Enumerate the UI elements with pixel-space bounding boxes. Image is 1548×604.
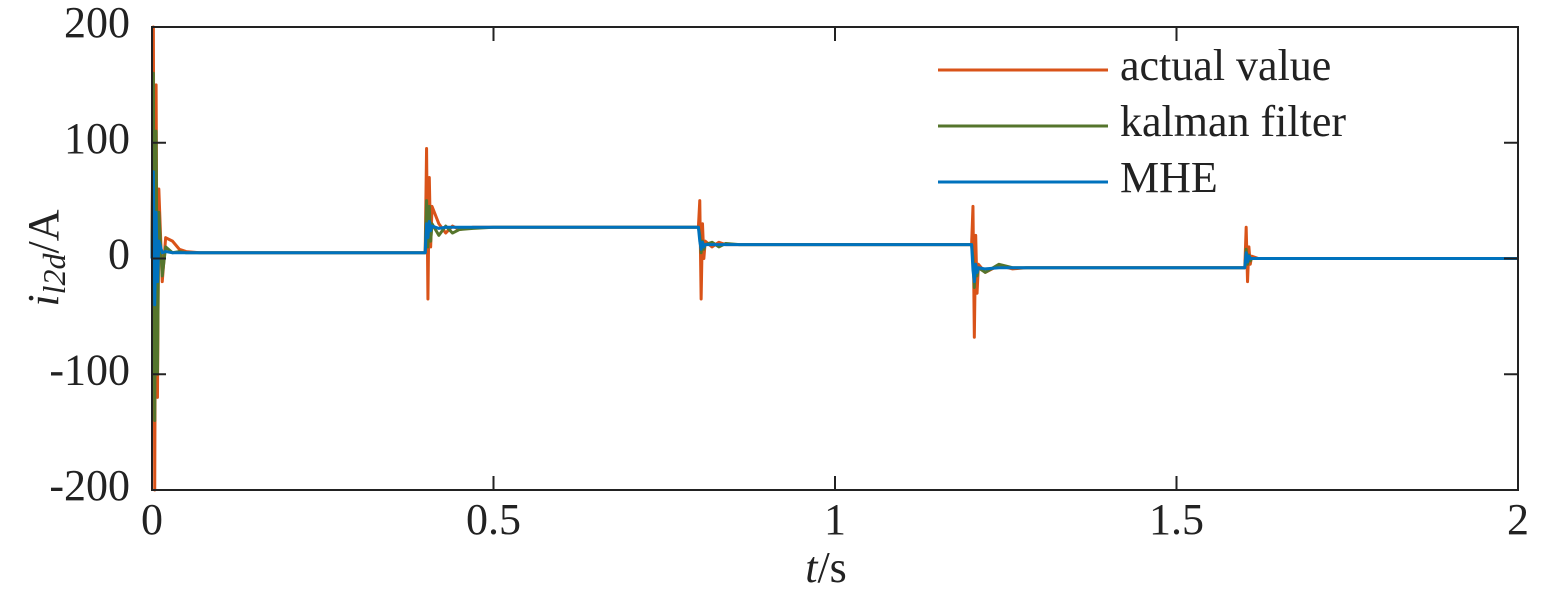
y-label-var: i [19, 294, 68, 306]
x-tick-label: 2 [1507, 495, 1529, 544]
series-line [150, 170, 1518, 307]
y-tick-label: 200 [64, 0, 130, 47]
x-tick-label: 1 [824, 495, 846, 544]
x-label-unit: /s [817, 543, 846, 592]
x-tick-label: 0 [141, 495, 163, 544]
x-axis-label: t/s [805, 543, 847, 592]
y-tick-label: -100 [49, 345, 130, 394]
y-label-unit: /A [19, 209, 68, 253]
y-tick-label: -200 [49, 461, 130, 510]
y-label-sub: l2d [36, 252, 72, 294]
y-tick-label: 100 [64, 114, 130, 163]
x-tick-label: 0.5 [466, 495, 521, 544]
y-axis-label: il2d/A [19, 209, 72, 306]
legend-label: kalman filter [1120, 97, 1346, 146]
legend-label: MHE [1120, 153, 1218, 202]
legend-label: actual value [1120, 41, 1331, 90]
x-label-var: t [805, 543, 819, 592]
x-tick-label: 1.5 [1149, 495, 1204, 544]
y-tick-label: 0 [108, 230, 130, 279]
